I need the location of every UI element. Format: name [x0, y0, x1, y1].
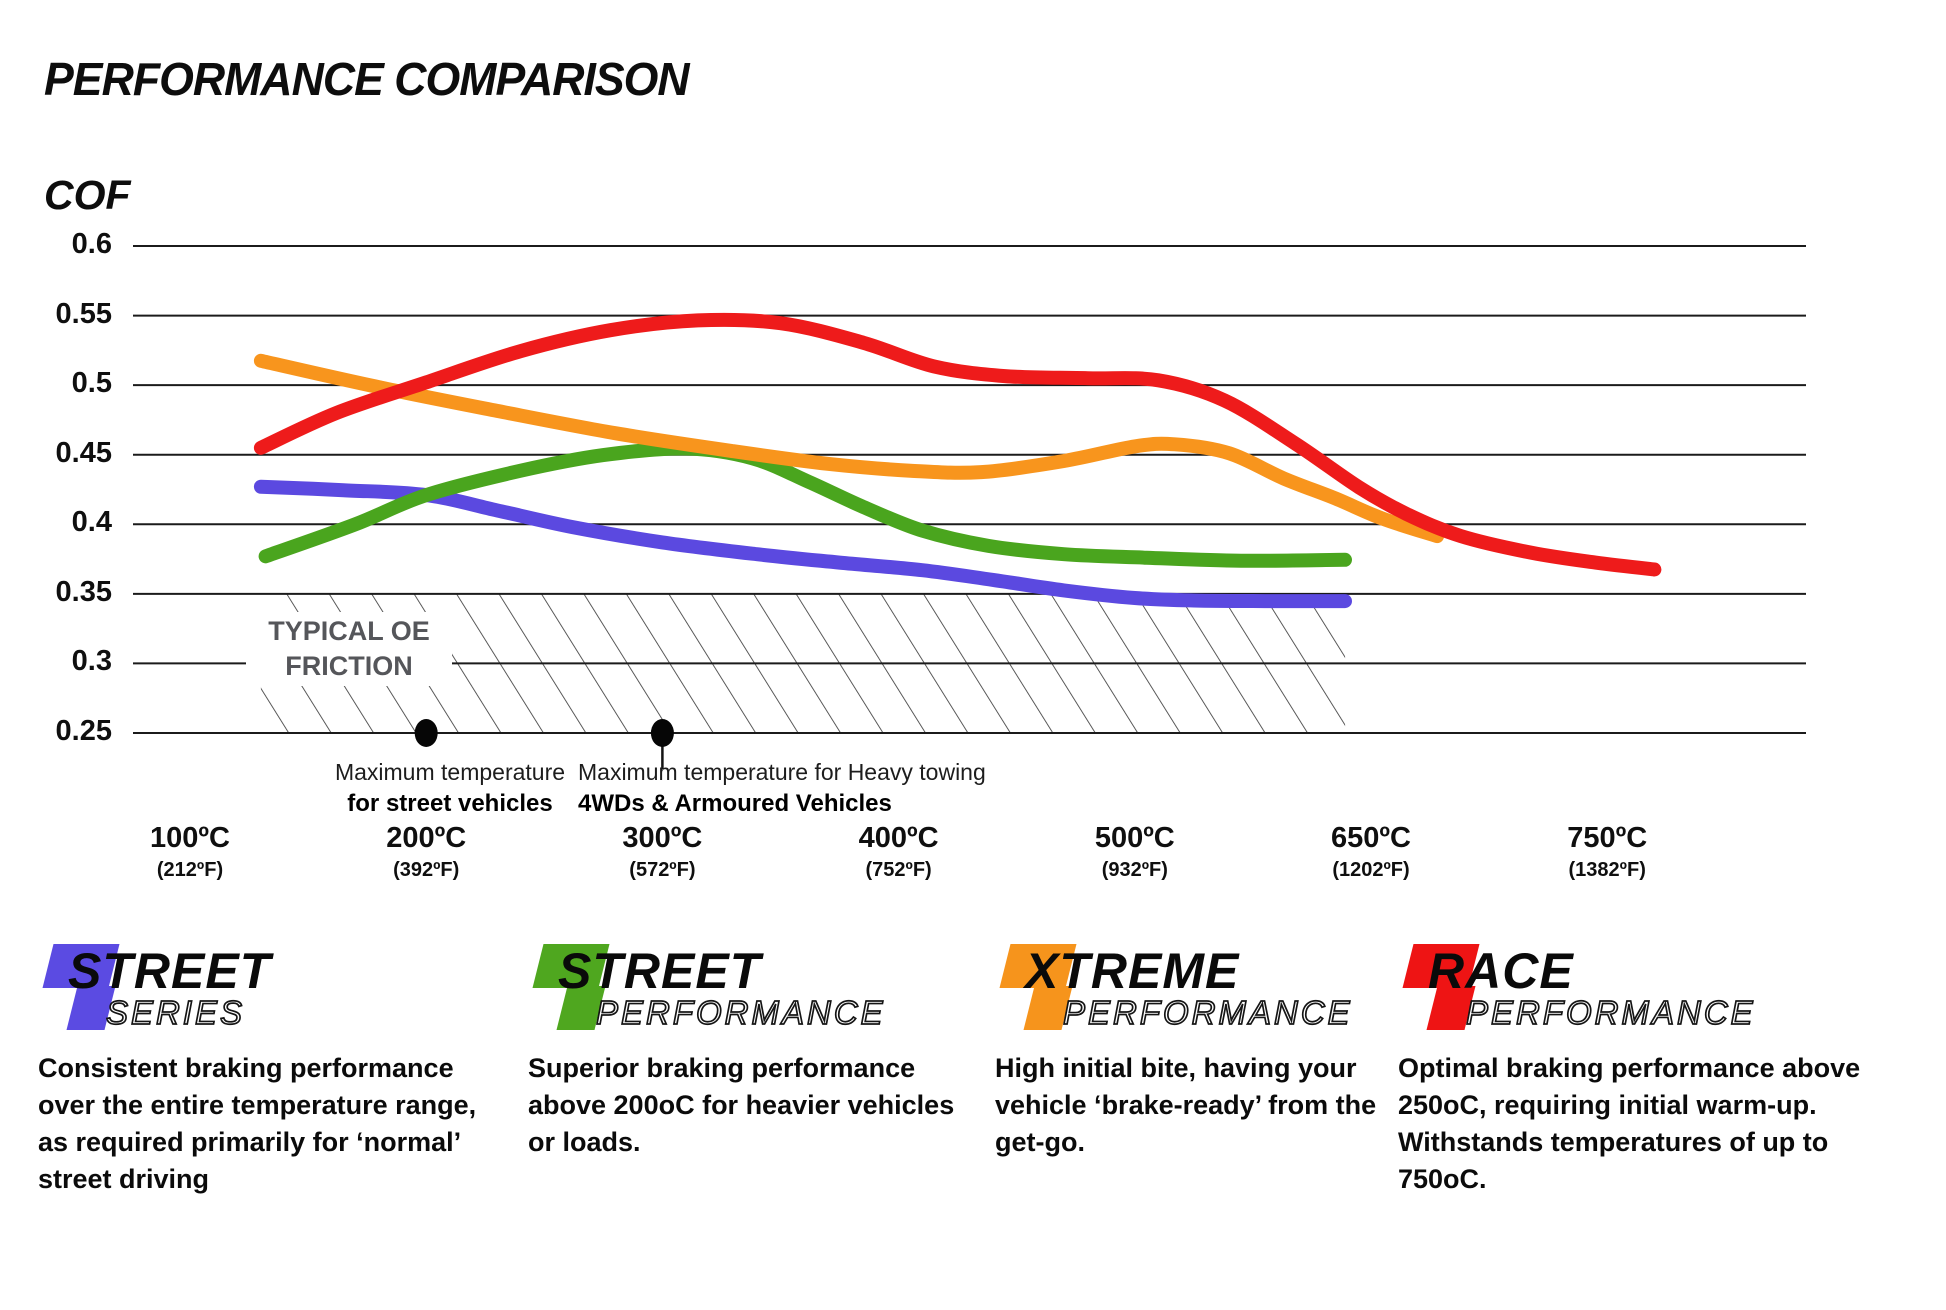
x-tick-fahrenheit: (752ºF)	[865, 859, 932, 881]
x-tick-label: 500ºC (932ºF)	[1015, 822, 1255, 882]
x-tick-celsius: 400ºC	[858, 822, 939, 854]
xtreme-performance-word2: PERFORMANCE	[1062, 993, 1353, 1032]
legend-race-performance: RACE PERFORMANCE Optimal braking perform…	[1398, 942, 1890, 1198]
xtreme-performance-description: High initial bite, having your vehicle ‘…	[995, 1053, 1377, 1157]
typical-oe-friction-label: TYPICAL OE FRICTION	[246, 612, 452, 686]
x-tick-label: 100ºC (212ºF)	[70, 822, 310, 882]
street-series-logo: STREET SERIES	[38, 942, 498, 1042]
xtreme-performance-logo: XTREME PERFORMANCE	[995, 942, 1399, 1042]
annotation-heavy-line1: Maximum temperature for Heavy towing	[578, 759, 986, 785]
annotation-street-line1: Maximum temperature	[334, 759, 566, 785]
x-tick-label: 300ºC (572ºF)	[542, 822, 782, 882]
y-axis-title: COF	[44, 172, 131, 218]
street-series-word1: STREET	[68, 943, 272, 999]
y-tick-label: 0.35	[55, 575, 112, 608]
series-line-street-performance	[258, 441, 1352, 568]
race-performance-word1: RACE	[1428, 943, 1574, 999]
x-tick-fahrenheit: (1382ºF)	[1568, 859, 1646, 881]
street-performance-word1: STREET	[558, 943, 762, 999]
series-line-xtreme-performance	[253, 353, 1445, 544]
xtreme-performance-word1: XTREME	[1025, 943, 1240, 999]
y-tick-label: 0.55	[55, 297, 112, 330]
typical-oe-line2: FRICTION	[285, 651, 413, 681]
x-tick-celsius: 650ºC	[1331, 822, 1411, 854]
x-tick-fahrenheit: (572ºF)	[629, 859, 696, 881]
annotation-heavy-line2: 4WDs & Armoured Vehicles	[578, 790, 892, 817]
legend-xtreme-performance: XTREME PERFORMANCE High initial bite, ha…	[995, 942, 1399, 1161]
x-tick-celsius: 750ºC	[1567, 822, 1648, 854]
y-tick-label: 0.6	[71, 228, 112, 260]
y-tick-label: 0.3	[71, 645, 112, 678]
x-tick-fahrenheit: (932ºF)	[1101, 859, 1168, 881]
race-performance-description: Optimal braking performance above 250oC,…	[1398, 1053, 1861, 1194]
x-tick-celsius: 500ºC	[1094, 822, 1175, 854]
legend-street-performance: STREET PERFORMANCE Superior braking perf…	[528, 942, 988, 1161]
x-tick-label: 200ºC (392ºF)	[306, 822, 546, 882]
x-tick-label: 400ºC (752ºF)	[779, 822, 1019, 882]
series-line-race-performance	[253, 312, 1662, 577]
street-series-word2: SERIES	[105, 993, 246, 1032]
x-tick-celsius: 200ºC	[386, 822, 467, 854]
street-series-description: Consistent braking performance over the …	[38, 1053, 477, 1194]
legend-street-series: STREET SERIES Consistent braking perform…	[38, 942, 498, 1198]
series-line-street-series	[253, 479, 1352, 609]
x-tick-fahrenheit: (392ºF)	[393, 859, 460, 881]
street-performance-word2: PERFORMANCE	[595, 993, 886, 1032]
page-title: PERFORMANCE COMPARISON	[44, 53, 690, 105]
y-tick-label: 0.45	[55, 436, 112, 469]
y-tick-label: 0.4	[71, 506, 112, 539]
x-tick-fahrenheit: (212ºF)	[156, 859, 224, 881]
x-tick-celsius: 100ºC	[150, 822, 230, 854]
x-tick-label: 750ºC (1382ºF)	[1487, 822, 1727, 882]
x-tick-label: 650ºC (1202ºF)	[1251, 822, 1491, 882]
annotation-street-line2: for street vehicles	[347, 790, 553, 817]
y-tick-label: 0.25	[55, 715, 112, 747]
y-tick-label: 0.5	[71, 367, 112, 400]
annotation-street-max-temp: Maximum temperature for street vehicles	[308, 757, 592, 819]
annotation-heavy-max-temp: Maximum temperature for Heavy towing 4WD…	[578, 757, 1048, 819]
typical-oe-line1: TYPICAL OE	[268, 616, 430, 646]
street-performance-logo: STREET PERFORMANCE	[528, 942, 988, 1042]
max-temp-marker	[650, 719, 674, 747]
max-temp-marker	[414, 719, 438, 747]
race-performance-word2: PERFORMANCE	[1465, 993, 1756, 1032]
x-tick-celsius: 300ºC	[622, 822, 703, 854]
street-performance-description: Superior braking performance above 200oC…	[528, 1053, 955, 1157]
x-tick-fahrenheit: (1202ºF)	[1332, 859, 1410, 881]
race-performance-logo: RACE PERFORMANCE	[1398, 942, 1890, 1042]
